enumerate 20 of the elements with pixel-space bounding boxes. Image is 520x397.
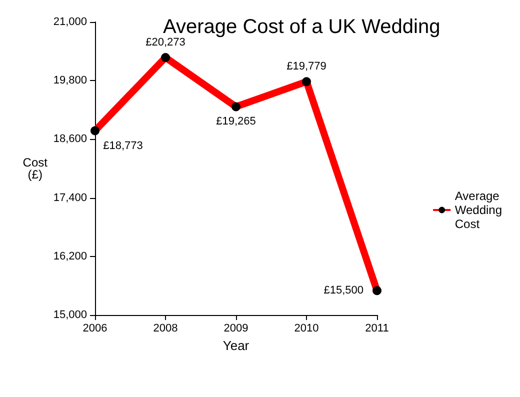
y-tick-label: 21,000 — [53, 16, 87, 28]
y-axis-title: Cost (£) — [22, 156, 48, 182]
chart-title: Average Cost of a UK Wedding — [163, 16, 440, 38]
x-tick-label: 2011 — [365, 322, 389, 334]
data-label: £19,779 — [286, 60, 326, 73]
data-label: £20,273 — [146, 36, 186, 48]
legend-label: Average Wedding Cost — [454, 189, 502, 231]
y-tick-label: 17,400 — [53, 192, 87, 204]
y-tick-label: 16,200 — [53, 250, 87, 262]
y-tick-label: 18,600 — [53, 133, 87, 146]
x-tick-label: 2006 — [82, 322, 108, 334]
y-tick-label: 19,800 — [53, 74, 87, 87]
y-tick-label: 15,000 — [53, 309, 87, 321]
x-tick-label: 2010 — [294, 322, 319, 334]
data-label: £18,773 — [103, 140, 143, 152]
x-tick-label: 2009 — [224, 322, 248, 334]
x-tick-label: 2008 — [153, 322, 178, 334]
data-label: £19,265 — [216, 116, 256, 128]
data-label: £15,500 — [324, 284, 364, 297]
x-axis-title: Year — [222, 338, 250, 353]
